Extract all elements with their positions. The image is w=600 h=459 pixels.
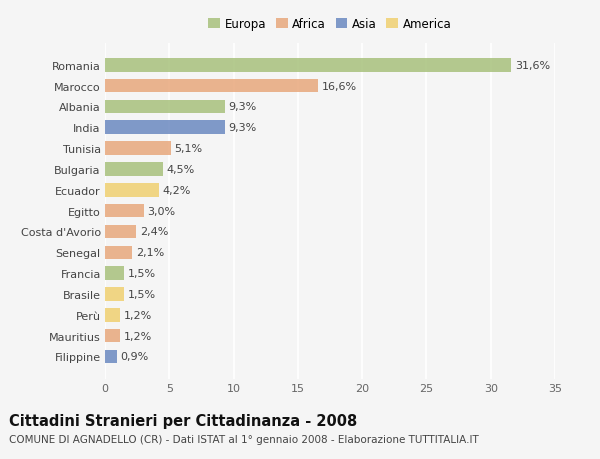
Bar: [105, 246, 132, 259]
Bar: [105, 101, 224, 114]
Text: 31,6%: 31,6%: [515, 61, 550, 71]
Bar: [105, 204, 143, 218]
Bar: [105, 121, 224, 135]
Text: 16,6%: 16,6%: [322, 81, 358, 91]
Bar: [105, 225, 136, 239]
Text: 4,5%: 4,5%: [167, 165, 195, 174]
Bar: [105, 329, 121, 343]
Bar: [105, 267, 124, 280]
Text: 2,4%: 2,4%: [140, 227, 168, 237]
Text: Cittadini Stranieri per Cittadinanza - 2008: Cittadini Stranieri per Cittadinanza - 2…: [9, 413, 357, 428]
Bar: [105, 59, 511, 73]
Text: 2,1%: 2,1%: [136, 248, 164, 257]
Text: 5,1%: 5,1%: [175, 144, 203, 154]
Legend: Europa, Africa, Asia, America: Europa, Africa, Asia, America: [208, 18, 452, 31]
Text: 4,2%: 4,2%: [163, 185, 191, 196]
Text: 9,3%: 9,3%: [229, 102, 257, 112]
Bar: [105, 79, 319, 93]
Text: 1,2%: 1,2%: [124, 310, 152, 320]
Bar: [105, 350, 116, 364]
Text: 0,9%: 0,9%: [121, 352, 149, 362]
Text: 3,0%: 3,0%: [148, 206, 176, 216]
Bar: [105, 163, 163, 176]
Bar: [105, 308, 121, 322]
Bar: [105, 142, 170, 156]
Text: 9,3%: 9,3%: [229, 123, 257, 133]
Text: 1,2%: 1,2%: [124, 331, 152, 341]
Bar: [105, 184, 159, 197]
Text: 1,5%: 1,5%: [128, 289, 156, 299]
Text: 1,5%: 1,5%: [128, 269, 156, 279]
Text: COMUNE DI AGNADELLO (CR) - Dati ISTAT al 1° gennaio 2008 - Elaborazione TUTTITAL: COMUNE DI AGNADELLO (CR) - Dati ISTAT al…: [9, 434, 479, 444]
Bar: [105, 287, 124, 301]
